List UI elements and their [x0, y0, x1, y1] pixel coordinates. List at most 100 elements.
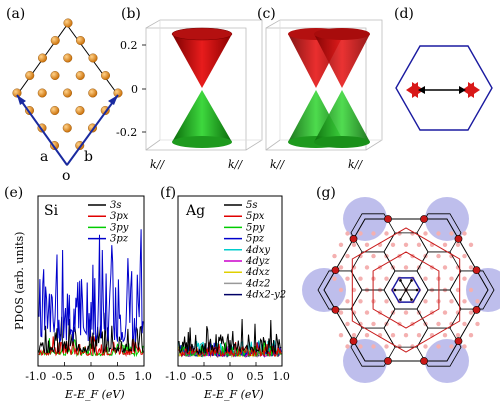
- conduction-cone-right-top: [314, 28, 370, 40]
- si-atom: [63, 53, 73, 63]
- reciprocal-lattice-dot: [442, 242, 448, 247]
- reciprocal-lattice-dot: [436, 321, 441, 327]
- xticks-e: -1.0 -0.5 0 0.5 1.0: [25, 362, 152, 383]
- xlabel-e: E-E_F (eV): [64, 388, 125, 401]
- reciprocal-lattice-dot: [351, 310, 357, 315]
- scattering-arrow-head: [415, 288, 419, 292]
- reciprocal-lattice-dot: [462, 253, 467, 259]
- si-atom: [12, 88, 22, 98]
- reciprocal-lattice-dot: [371, 321, 376, 327]
- red-zone-hexagon-inner: [372, 251, 440, 329]
- si-atom: [100, 70, 110, 80]
- valence-cone-right-base: [314, 136, 370, 148]
- reciprocal-lattice-dot: [351, 287, 357, 293]
- legend-label-4dz2: 4dz2: [245, 278, 270, 289]
- xtick-label: -1.0: [25, 370, 46, 383]
- k-point-dot: [349, 234, 358, 243]
- k-point-dot: [384, 215, 392, 223]
- panel-g: (g): [302, 185, 500, 384]
- legend-label-3s: 3s: [110, 200, 122, 211]
- panel-c-label: (c): [257, 6, 276, 22]
- conduction-cone-right: [314, 34, 370, 88]
- reciprocal-lattice-dot: [403, 265, 409, 270]
- reciprocal-lattice-dot: [449, 344, 454, 349]
- pdos-ylabel: PDOS (arb. units): [13, 232, 26, 330]
- reciprocal-lattice-dot: [455, 333, 461, 338]
- legend-label-4dxz: 4dxz: [245, 267, 270, 278]
- scattering-arrow: [405, 289, 412, 300]
- reciprocal-lattice-dot: [468, 333, 474, 338]
- reciprocal-lattice-dot: [462, 321, 467, 327]
- si-atom: [62, 123, 72, 133]
- pdos-series-3s: [38, 312, 144, 354]
- panel-d: (d): [394, 6, 493, 131]
- reciprocal-lattice-dot: [351, 265, 357, 270]
- reciprocal-lattice-dot: [455, 242, 461, 247]
- reciprocal-lattice-dot: [416, 242, 422, 247]
- xtick-label: -0.5: [52, 370, 73, 383]
- reciprocal-lattice-dot: [403, 242, 409, 247]
- ytick-0: 0: [131, 83, 138, 96]
- small-zone-hexagon: [416, 327, 462, 367]
- si-atom: [88, 53, 98, 63]
- reciprocal-lattice-dot: [338, 265, 344, 270]
- reciprocal-lattice-dot: [455, 287, 461, 293]
- vector-a-head: [17, 95, 26, 105]
- reciprocal-lattice-dot: [371, 253, 376, 259]
- reciprocal-lattice-dot: [345, 231, 350, 236]
- reciprocal-lattice-dot: [436, 253, 441, 259]
- pdos-series-3pz: [38, 229, 144, 343]
- pdos-series-3px: [38, 336, 144, 358]
- conduction-cone-top: [171, 27, 233, 41]
- legend-label-4dx2-y2: 4dx2-y2: [245, 290, 286, 301]
- vector-b-arrow: [66, 94, 119, 166]
- legend-label-3py: 3py: [110, 222, 129, 233]
- panel-c: (c) k// k//: [257, 6, 383, 171]
- reciprocal-lattice-dot: [403, 333, 409, 338]
- reciprocal-lattice-dot: [403, 310, 409, 315]
- scattering-arrow-head: [399, 279, 402, 282]
- k-axis-label-2: k//: [348, 158, 363, 171]
- reciprocal-lattice-dot: [390, 333, 396, 338]
- reciprocal-lattice-dot: [345, 299, 350, 304]
- reciprocal-lattice-dot: [358, 231, 363, 236]
- k-axis-label-1: k//: [150, 158, 165, 171]
- vector-b-head: [108, 95, 118, 105]
- reciprocal-lattice-dot: [468, 265, 474, 270]
- pdos-plot-si: [38, 229, 144, 358]
- panel-b-label: (b): [121, 6, 141, 22]
- extended-zone-scheme: [302, 196, 500, 384]
- panel-f: (f) Ag 5s5px5py5pz4dxy4dyz4dxz4dz24dx2-y…: [160, 185, 290, 401]
- panel-b: (b) 0.2 0 -0.2 k// k//: [116, 6, 263, 171]
- reciprocal-lattice-dot: [338, 310, 344, 315]
- panel-a: (a) a b o: [6, 6, 123, 184]
- xticks-f: -1.0 -0.5 0 0.5 1.0: [165, 362, 290, 383]
- reciprocal-lattice-dot: [390, 242, 396, 247]
- cone-marker-left-b: [406, 82, 418, 98]
- scattering-arrow: [405, 280, 412, 291]
- k-point-dot: [384, 357, 392, 365]
- reciprocal-lattice-dot: [468, 310, 474, 315]
- reciprocal-lattice-dot: [442, 333, 448, 338]
- reciprocal-lattice-dot: [423, 276, 428, 281]
- valence-cone-right: [314, 90, 370, 142]
- k-axis-label-2: k//: [228, 158, 243, 171]
- legend-label-5py: 5py: [246, 222, 265, 233]
- pdos-plot-ag: [178, 318, 282, 359]
- xtick-label: 1.0: [134, 370, 152, 383]
- box-top: [265, 19, 383, 151]
- reciprocal-lattice-dot: [468, 242, 474, 247]
- small-zone-hexagon: [350, 327, 396, 367]
- legend-label-3px: 3px: [110, 211, 129, 222]
- reciprocal-lattice-dot: [358, 344, 363, 349]
- si-atom: [50, 36, 60, 46]
- box-edge: [145, 139, 161, 151]
- xtick-label: 0.5: [246, 370, 264, 383]
- si-atom: [75, 105, 85, 115]
- k-point-dot: [331, 266, 340, 275]
- scattering-arrow-head: [393, 288, 397, 292]
- outer-zone-hexagon: [323, 218, 489, 362]
- vector-a-label: a: [40, 149, 48, 165]
- reciprocal-lattice-dot: [371, 344, 376, 349]
